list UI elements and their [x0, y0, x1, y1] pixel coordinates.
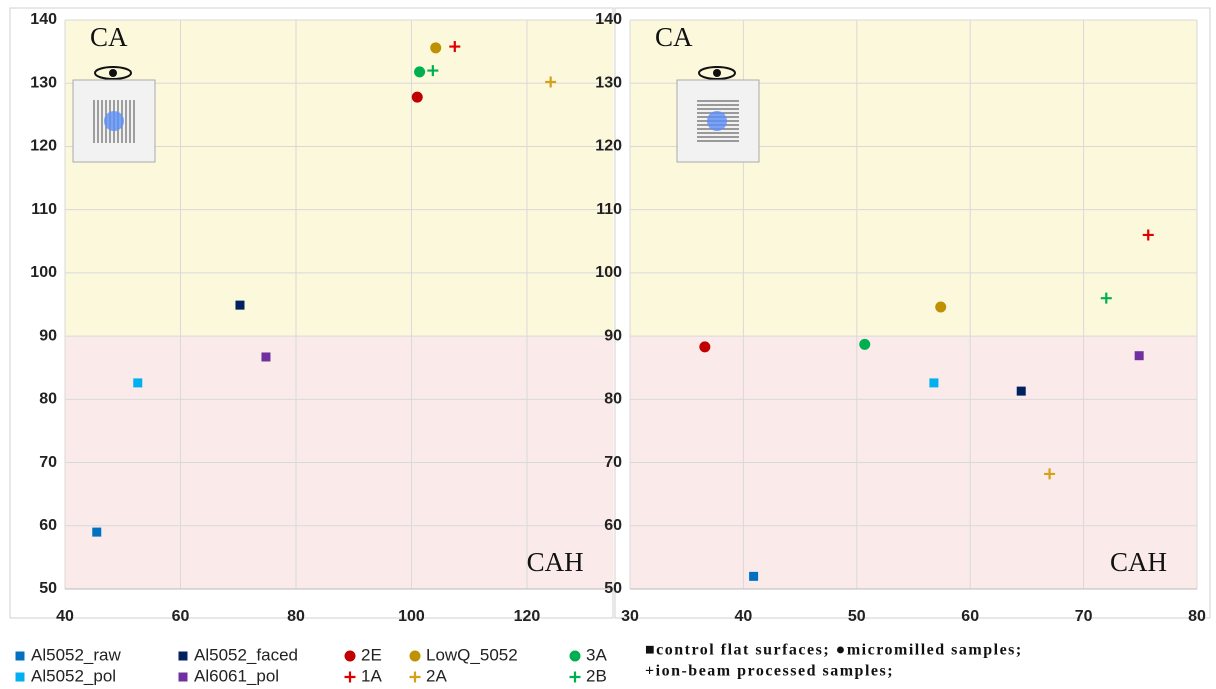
marker-square [929, 378, 938, 387]
legend-label: Al5052_pol [31, 666, 116, 685]
legend-label: Al5052_raw [31, 645, 122, 664]
x-tick-label: 40 [735, 608, 753, 625]
right-inset [677, 67, 759, 162]
x-tick-label: 80 [287, 608, 305, 625]
region [65, 20, 614, 336]
x-tick-label: 40 [56, 608, 74, 625]
y-tick-label: 120 [30, 138, 57, 155]
x-tick-label: 60 [961, 608, 979, 625]
y-tick-label: 140 [30, 11, 57, 28]
marker-square [16, 673, 25, 682]
legend-label: 3A [586, 645, 607, 664]
plots: 50 60 70 80 90 100 110 120 130 140 40 60 80 100 120 CA C… [30, 11, 1206, 625]
x-tick-label: 80 [1188, 608, 1206, 625]
annotation: CAH [527, 547, 584, 577]
annotation: CA [90, 22, 128, 52]
x-tick-label: 30 [621, 608, 639, 625]
marker-circle [699, 341, 710, 352]
marker-square [16, 652, 25, 661]
marker-square [92, 528, 101, 537]
y-tick-label: 110 [596, 201, 622, 218]
y-tick-label: 130 [30, 74, 57, 91]
legend-label: LowQ_5052 [426, 645, 518, 664]
y-tick-label: 130 [595, 74, 622, 91]
annotation: CA [655, 22, 693, 52]
y-tick-label: 70 [604, 454, 622, 471]
marker-square [133, 378, 142, 387]
y-tick-label: 110 [31, 201, 57, 218]
x-tick-label: 100 [398, 608, 425, 625]
marker-circle [345, 651, 356, 662]
y-tick-label: 50 [39, 580, 57, 597]
marker-circle [570, 651, 581, 662]
marker-circle [935, 302, 946, 313]
marker-square [1135, 351, 1144, 360]
y-tick-label: 80 [39, 391, 57, 408]
x-tick-label: 70 [1075, 608, 1093, 625]
legend-label: 2A [426, 666, 447, 685]
y-tick-label: 90 [604, 327, 622, 344]
legend-label: 2B [586, 666, 607, 685]
marker-circle [859, 339, 870, 350]
marker-square [179, 652, 188, 661]
legend-label: 2E [361, 645, 382, 664]
marker-circle [430, 42, 441, 53]
marker-plus [570, 672, 581, 683]
x-tick-label: 50 [848, 608, 866, 625]
marker-circle [410, 651, 421, 662]
y-tick-label: 100 [30, 264, 57, 281]
marker-square [179, 673, 188, 682]
marker-plus [345, 672, 356, 683]
y-tick-label: 50 [604, 580, 622, 597]
marker-square [235, 301, 244, 310]
marker-circle [414, 66, 425, 77]
y-tick-label: 140 [595, 11, 622, 28]
annotation: CAH [1110, 547, 1167, 577]
legend-label: Al5052_faced [194, 645, 298, 664]
marker-circle [412, 92, 423, 103]
figure: 50 60 70 80 90 100 110 120 130 140 40 60 80 100 120 CA C… [0, 0, 1216, 689]
marker-square [749, 572, 758, 581]
y-tick-label: 120 [595, 138, 622, 155]
legend-label: Al6061_pol [194, 666, 279, 685]
y-tick-label: 70 [39, 454, 57, 471]
x-tick-label: 120 [514, 608, 541, 625]
y-tick-label: 80 [604, 391, 622, 408]
marker-square [261, 352, 270, 361]
legend-label: 1A [361, 666, 382, 685]
y-tick-label: 60 [39, 517, 57, 534]
y-tick-label: 60 [604, 517, 622, 534]
y-tick-label: 90 [39, 327, 57, 344]
note: +ion-beam processed samples; [645, 663, 894, 680]
legend: Al5052_raw Al5052_pol Al5052_faced Al6061_p… [16, 645, 608, 685]
x-tick-label: 60 [172, 608, 190, 625]
left-inset [73, 67, 155, 162]
marker-plus [410, 672, 421, 683]
y-tick-label: 100 [595, 264, 622, 281]
note: ■control flat surfaces; ●micromilled sam… [645, 642, 1023, 659]
marker-square [1017, 387, 1026, 396]
